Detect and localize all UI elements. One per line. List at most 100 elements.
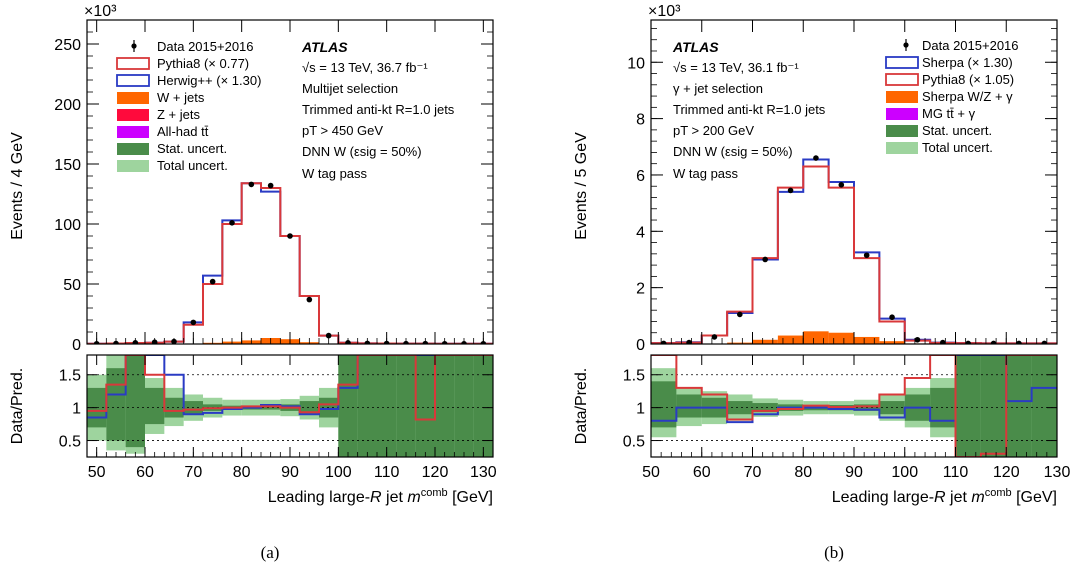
stat-uncert-band xyxy=(261,405,281,410)
chart-a-atlas-info: ATLAS √s = 13 TeV, 36.7 fb⁻¹ Multijet se… xyxy=(301,39,455,181)
y-tick-label: 0 xyxy=(72,337,81,354)
y-tick-label: 50 xyxy=(63,277,81,294)
chart-b: 0 2 4 6 8 10 ×10³ Events / 5 GeV ATLAS √s = 1… xyxy=(573,3,1070,562)
stat-uncert-band xyxy=(435,355,455,457)
chart-b-atlas-info: ATLAS √s = 13 TeV, 36.1 fb⁻¹ γ + jet sel… xyxy=(672,39,826,181)
stat-uncert-band xyxy=(1031,355,1057,457)
data-point xyxy=(863,252,870,259)
background-bar xyxy=(777,335,804,344)
stat-uncert-band xyxy=(454,355,474,457)
x-tick-label: 80 xyxy=(794,464,812,481)
chart-b-xlabel: Leading large-R jet mcomb [GeV] xyxy=(832,487,1057,506)
ratio-herwig xyxy=(87,355,493,419)
svg-text:MG tt̄ + γ: MG tt̄ + γ xyxy=(922,106,976,121)
chart-b-ratio-ylabel: Data/Pred. xyxy=(573,368,590,444)
x-tick-label: 130 xyxy=(1044,464,1071,481)
info-line: DNN W (εsig = 50%) xyxy=(673,144,793,159)
info-line: Trimmed anti-kt R=1.0 jets xyxy=(673,102,826,117)
stat-uncert-band xyxy=(651,381,677,428)
chart-b-ylabel: Events / 5 GeV xyxy=(573,132,590,240)
svg-text:Z + jets: Z + jets xyxy=(157,107,200,122)
legend-a-herwig: Herwig++ (× 1.30) xyxy=(116,73,261,88)
caption-b: (b) xyxy=(824,543,844,562)
chart-a-xlabel: Leading large-R jet mcomb [GeV] xyxy=(268,487,493,506)
chart-b-ratio-plot: 0.5 1 1.5 Data/Pred. xyxy=(573,354,1058,458)
info-line: W tag pass xyxy=(302,166,368,181)
data-point xyxy=(940,339,946,344)
x-tick-label: 120 xyxy=(422,464,449,481)
y-tick-label: 200 xyxy=(54,97,81,114)
x-tick-label: 90 xyxy=(281,464,299,481)
stat-uncert-band xyxy=(955,355,981,457)
y-tick-label: 10 xyxy=(627,55,645,72)
background-bar xyxy=(828,332,854,344)
y-tick-label: 150 xyxy=(54,157,81,174)
data-point xyxy=(965,340,971,344)
x-tick-label: 130 xyxy=(470,464,497,481)
ratio-y-tick-label: 1 xyxy=(72,401,81,418)
data-point xyxy=(1016,340,1022,344)
ratio-pythia8 xyxy=(87,355,493,421)
legend-a-pythia8: Pythia8 (× 0.77) xyxy=(116,56,249,71)
data-point xyxy=(838,182,845,188)
info-line: pT > 450 GeV xyxy=(302,123,383,138)
chart-b-exponent: ×10³ xyxy=(648,3,681,20)
data-point xyxy=(306,296,313,303)
info-line: Trimmed anti-kt R=1.0 jets xyxy=(302,102,455,117)
x-tick-label: 60 xyxy=(693,464,711,481)
info-line: γ + jet selection xyxy=(673,81,763,96)
mc-histogram-herwig xyxy=(87,182,493,344)
atlas-label: ATLAS xyxy=(301,39,348,55)
data-point xyxy=(686,339,692,344)
svg-text:Herwig++ (× 1.30): Herwig++ (× 1.30) xyxy=(157,73,261,88)
stat-uncert-band xyxy=(676,394,702,418)
mc-histogram-pythia8 xyxy=(651,165,1057,344)
data-point xyxy=(1041,340,1048,344)
background-bar xyxy=(803,331,829,344)
y-tick-label: 6 xyxy=(636,168,645,185)
svg-text:All-had tt̄: All-had tt̄ xyxy=(157,124,209,139)
stat-uncert-band xyxy=(415,355,435,457)
legend-b-data: Data 2015+2016 xyxy=(903,38,1019,53)
background-bar xyxy=(752,339,778,344)
x-tick-label: 110 xyxy=(943,464,969,481)
stat-uncert-band xyxy=(377,355,397,457)
y-tick-label: 2 xyxy=(636,281,645,298)
info-line: pT > 200 GeV xyxy=(673,123,754,138)
x-tick-label: 70 xyxy=(184,464,202,481)
svg-text:Pythia8 (× 0.77): Pythia8 (× 0.77) xyxy=(157,56,249,71)
data-point xyxy=(209,278,216,285)
stat-uncert-band xyxy=(396,355,416,457)
x-tick-label: 110 xyxy=(374,464,400,481)
x-tick-label: 100 xyxy=(891,464,918,481)
info-line: √s = 13 TeV, 36.7 fb⁻¹ xyxy=(302,60,428,75)
stat-uncert-band xyxy=(338,355,358,457)
legend-b-pythia8: Pythia8 (× 1.05) xyxy=(885,72,1014,87)
chart-a-legend: Data 2015+2016 Pythia8 (× 0.77) Herwig++… xyxy=(116,39,261,173)
x-tick-label: 120 xyxy=(993,464,1020,481)
stat-uncert-band xyxy=(299,401,319,415)
caption-a: (a) xyxy=(261,543,280,562)
legend-b-total: Total uncert. xyxy=(886,140,993,155)
svg-text:Data 2015+2016: Data 2015+2016 xyxy=(157,39,254,54)
data-point xyxy=(229,220,235,226)
stat-uncert-band xyxy=(473,355,493,457)
y-tick-label: 4 xyxy=(636,224,645,241)
legend-a-allhad-ttbar: All-had tt̄ xyxy=(117,124,209,139)
svg-text:Data 2015+2016: Data 2015+2016 xyxy=(922,38,1019,53)
stat-uncert-band xyxy=(980,355,1007,457)
svg-text:Total uncert.: Total uncert. xyxy=(922,140,993,155)
data-point xyxy=(711,334,718,340)
x-tick-label: 60 xyxy=(136,464,154,481)
ratio-y-tick-label: 0.5 xyxy=(623,434,645,451)
svg-text:W + jets: W + jets xyxy=(157,90,205,105)
data-point xyxy=(267,182,274,189)
x-tick-label: 90 xyxy=(845,464,863,481)
svg-text:Pythia8 (× 1.05): Pythia8 (× 1.05) xyxy=(922,72,1014,87)
y-tick-label: 100 xyxy=(54,217,81,234)
ratio-y-tick-label: 1.5 xyxy=(59,368,81,385)
svg-text:Stat. uncert.: Stat. uncert. xyxy=(922,123,992,138)
stat-uncert-band xyxy=(752,403,778,413)
